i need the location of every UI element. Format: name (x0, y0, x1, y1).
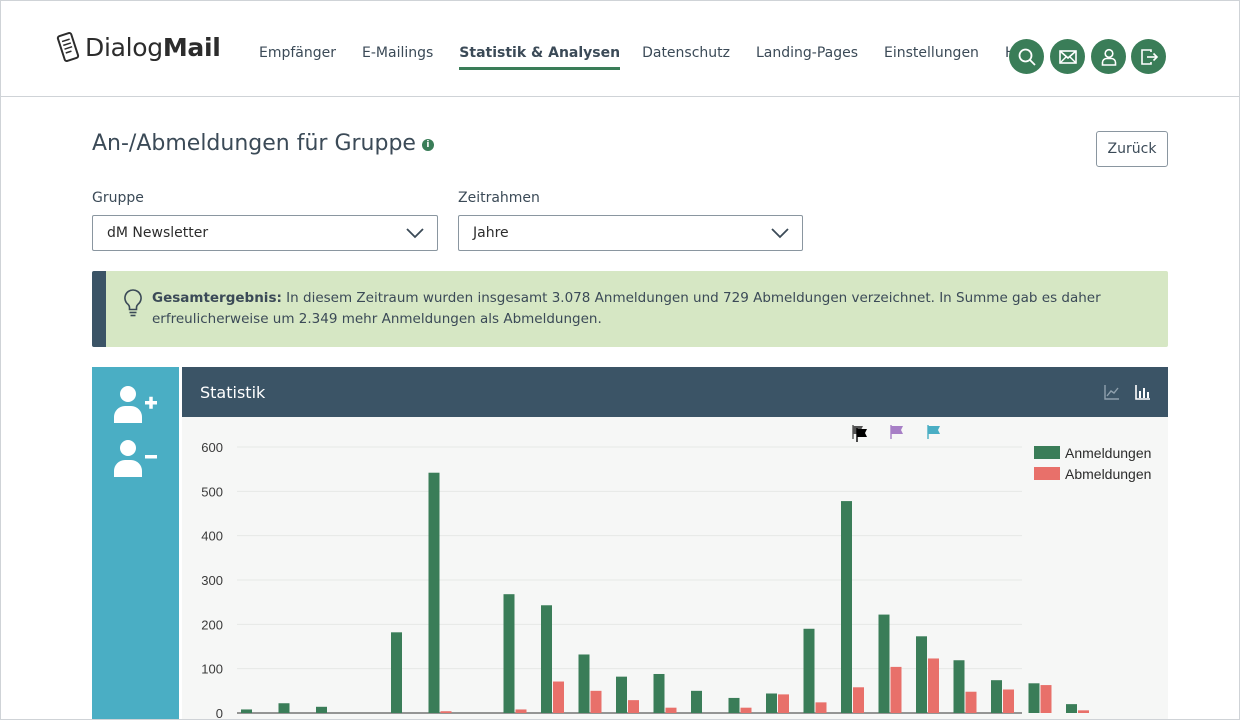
lightbulb-icon (124, 289, 142, 317)
bar-abmeldungen[interactable] (1040, 685, 1052, 713)
bar-chart-icon[interactable] (1135, 384, 1151, 400)
user-icon (1101, 48, 1116, 66)
bar-anmeldungen[interactable] (428, 472, 440, 713)
timeframe-label: Zeitrahmen (458, 190, 540, 206)
search-icon (1018, 48, 1036, 66)
nav-item-landing-pages[interactable]: Landing-Pages (756, 45, 859, 61)
bar-abmeldungen[interactable] (628, 700, 639, 713)
chevron-down-icon (406, 228, 424, 239)
statistics-chart: 0 100 200 300 400 500 600 Anmeldungen Abmeldung… (182, 417, 1168, 720)
bar-anmeldungen[interactable] (803, 628, 815, 713)
y-tick-label: 300 (201, 573, 223, 588)
nav-item-empfaenger[interactable]: Empfänger (259, 45, 337, 61)
flag-teal-icon[interactable] (927, 425, 940, 439)
bar-abmeldungen[interactable] (815, 702, 827, 713)
mail-button[interactable] (1050, 39, 1085, 74)
group-select-value: dM Newsletter (107, 225, 209, 241)
bar-abmeldungen[interactable] (665, 707, 677, 713)
timeframe-select-value: Jahre (473, 225, 509, 241)
timeframe-select[interactable]: Jahre (458, 215, 803, 251)
bar-anmeldungen[interactable] (728, 697, 740, 713)
bar-abmeldungen[interactable] (1003, 689, 1014, 713)
flag-black-icon[interactable] (852, 425, 867, 442)
bar-abmeldungen[interactable] (853, 687, 864, 713)
bar-abmeldungen[interactable] (740, 707, 752, 713)
bar-abmeldungen[interactable] (440, 711, 452, 713)
bar-anmeldungen[interactable] (1028, 683, 1040, 713)
bar-anmeldungen[interactable] (691, 690, 702, 713)
nav-item-statistik[interactable]: Statistik & Analysen (459, 45, 621, 70)
legend-swatch[interactable] (1034, 446, 1060, 459)
summary-box: Gesamtergebnis: In diesem Zeitraum wurde… (92, 271, 1168, 347)
bar-abmeldungen[interactable] (515, 709, 527, 713)
bar-abmeldungen[interactable] (590, 690, 602, 713)
bar-anmeldungen[interactable] (878, 614, 890, 713)
bar-anmeldungen[interactable] (916, 636, 927, 713)
statistics-side-panel (92, 367, 179, 719)
legend-swatch[interactable] (1034, 467, 1060, 480)
flag-purple-icon[interactable] (890, 425, 903, 439)
bar-anmeldungen[interactable] (391, 632, 402, 713)
bar-anmeldungen[interactable] (991, 680, 1002, 713)
y-tick-label: 100 (201, 662, 223, 677)
logo-text: DialogMail (85, 32, 221, 62)
bar-anmeldungen[interactable] (503, 594, 515, 713)
main-nav: Empfänger E-Mailings Statistik & Analyse… (259, 45, 1063, 70)
chart-flags (852, 425, 940, 442)
nav-item-einstellungen[interactable]: Einstellungen (884, 45, 979, 61)
bar-anmeldungen[interactable] (316, 706, 327, 713)
nav-item-datenschutz[interactable]: Datenschutz (642, 45, 730, 61)
group-select[interactable]: dM Newsletter (92, 215, 438, 251)
line-chart-icon[interactable] (1104, 384, 1120, 400)
bar-anmeldungen[interactable] (616, 676, 627, 713)
y-tick-label: 500 (201, 484, 223, 499)
y-tick-label: 400 (201, 529, 223, 544)
group-label: Gruppe (92, 190, 144, 206)
bar-anmeldungen[interactable] (953, 660, 965, 713)
bar-anmeldungen[interactable] (241, 709, 252, 713)
info-icon[interactable]: i (421, 139, 434, 151)
page-title-text: An-/Abmeldungen für Gruppe (92, 131, 416, 156)
bar-anmeldungen[interactable] (653, 673, 665, 713)
bar-anmeldungen[interactable] (766, 693, 777, 713)
statistics-title: Statistik (200, 383, 266, 402)
bar-anmeldungen[interactable] (1066, 704, 1077, 713)
bar-abmeldungen[interactable] (1078, 710, 1089, 713)
bar-abmeldungen[interactable] (965, 691, 977, 713)
bar-anmeldungen[interactable] (541, 605, 552, 713)
logout-icon (1140, 48, 1158, 65)
summary-text: Gesamtergebnis: In diesem Zeitraum wurde… (152, 290, 1101, 327)
logo-icon (56, 31, 80, 63)
chevron-down-icon (771, 228, 789, 239)
logo[interactable]: DialogMail (55, 31, 221, 63)
bar-abmeldungen[interactable] (553, 681, 564, 713)
bar-anmeldungen[interactable] (278, 703, 290, 713)
legend-label[interactable]: Abmeldungen (1065, 466, 1151, 482)
y-tick-label: 200 (201, 617, 223, 632)
account-button[interactable] (1091, 39, 1126, 74)
top-header: DialogMail Empfänger E-Mailings Statisti… (1, 1, 1239, 97)
legend-label[interactable]: Anmeldungen (1065, 445, 1151, 461)
bar-abmeldungen[interactable] (928, 658, 939, 713)
y-tick-label: 0 (216, 706, 223, 720)
back-button[interactable]: Zurück (1096, 131, 1168, 167)
mail-icon (1058, 49, 1077, 64)
logout-button[interactable] (1131, 39, 1166, 74)
bar-chart: 0 100 200 300 400 500 600 Anmeldungen Abmeldung… (201, 425, 1151, 720)
bar-abmeldungen[interactable] (778, 694, 789, 713)
user-add-icon[interactable] (112, 385, 158, 425)
bar-anmeldungen[interactable] (841, 501, 852, 713)
page-title: An-/Abmeldungen für Gruppe i (92, 131, 434, 156)
statistics-header: Statistik (182, 367, 1168, 417)
nav-item-e-mailings[interactable]: E-Mailings (362, 45, 434, 61)
bar-abmeldungen[interactable] (890, 666, 902, 713)
y-tick-label: 600 (201, 440, 223, 455)
bar-anmeldungen[interactable] (578, 654, 590, 713)
user-remove-icon[interactable] (112, 439, 158, 479)
search-button[interactable] (1009, 39, 1044, 74)
